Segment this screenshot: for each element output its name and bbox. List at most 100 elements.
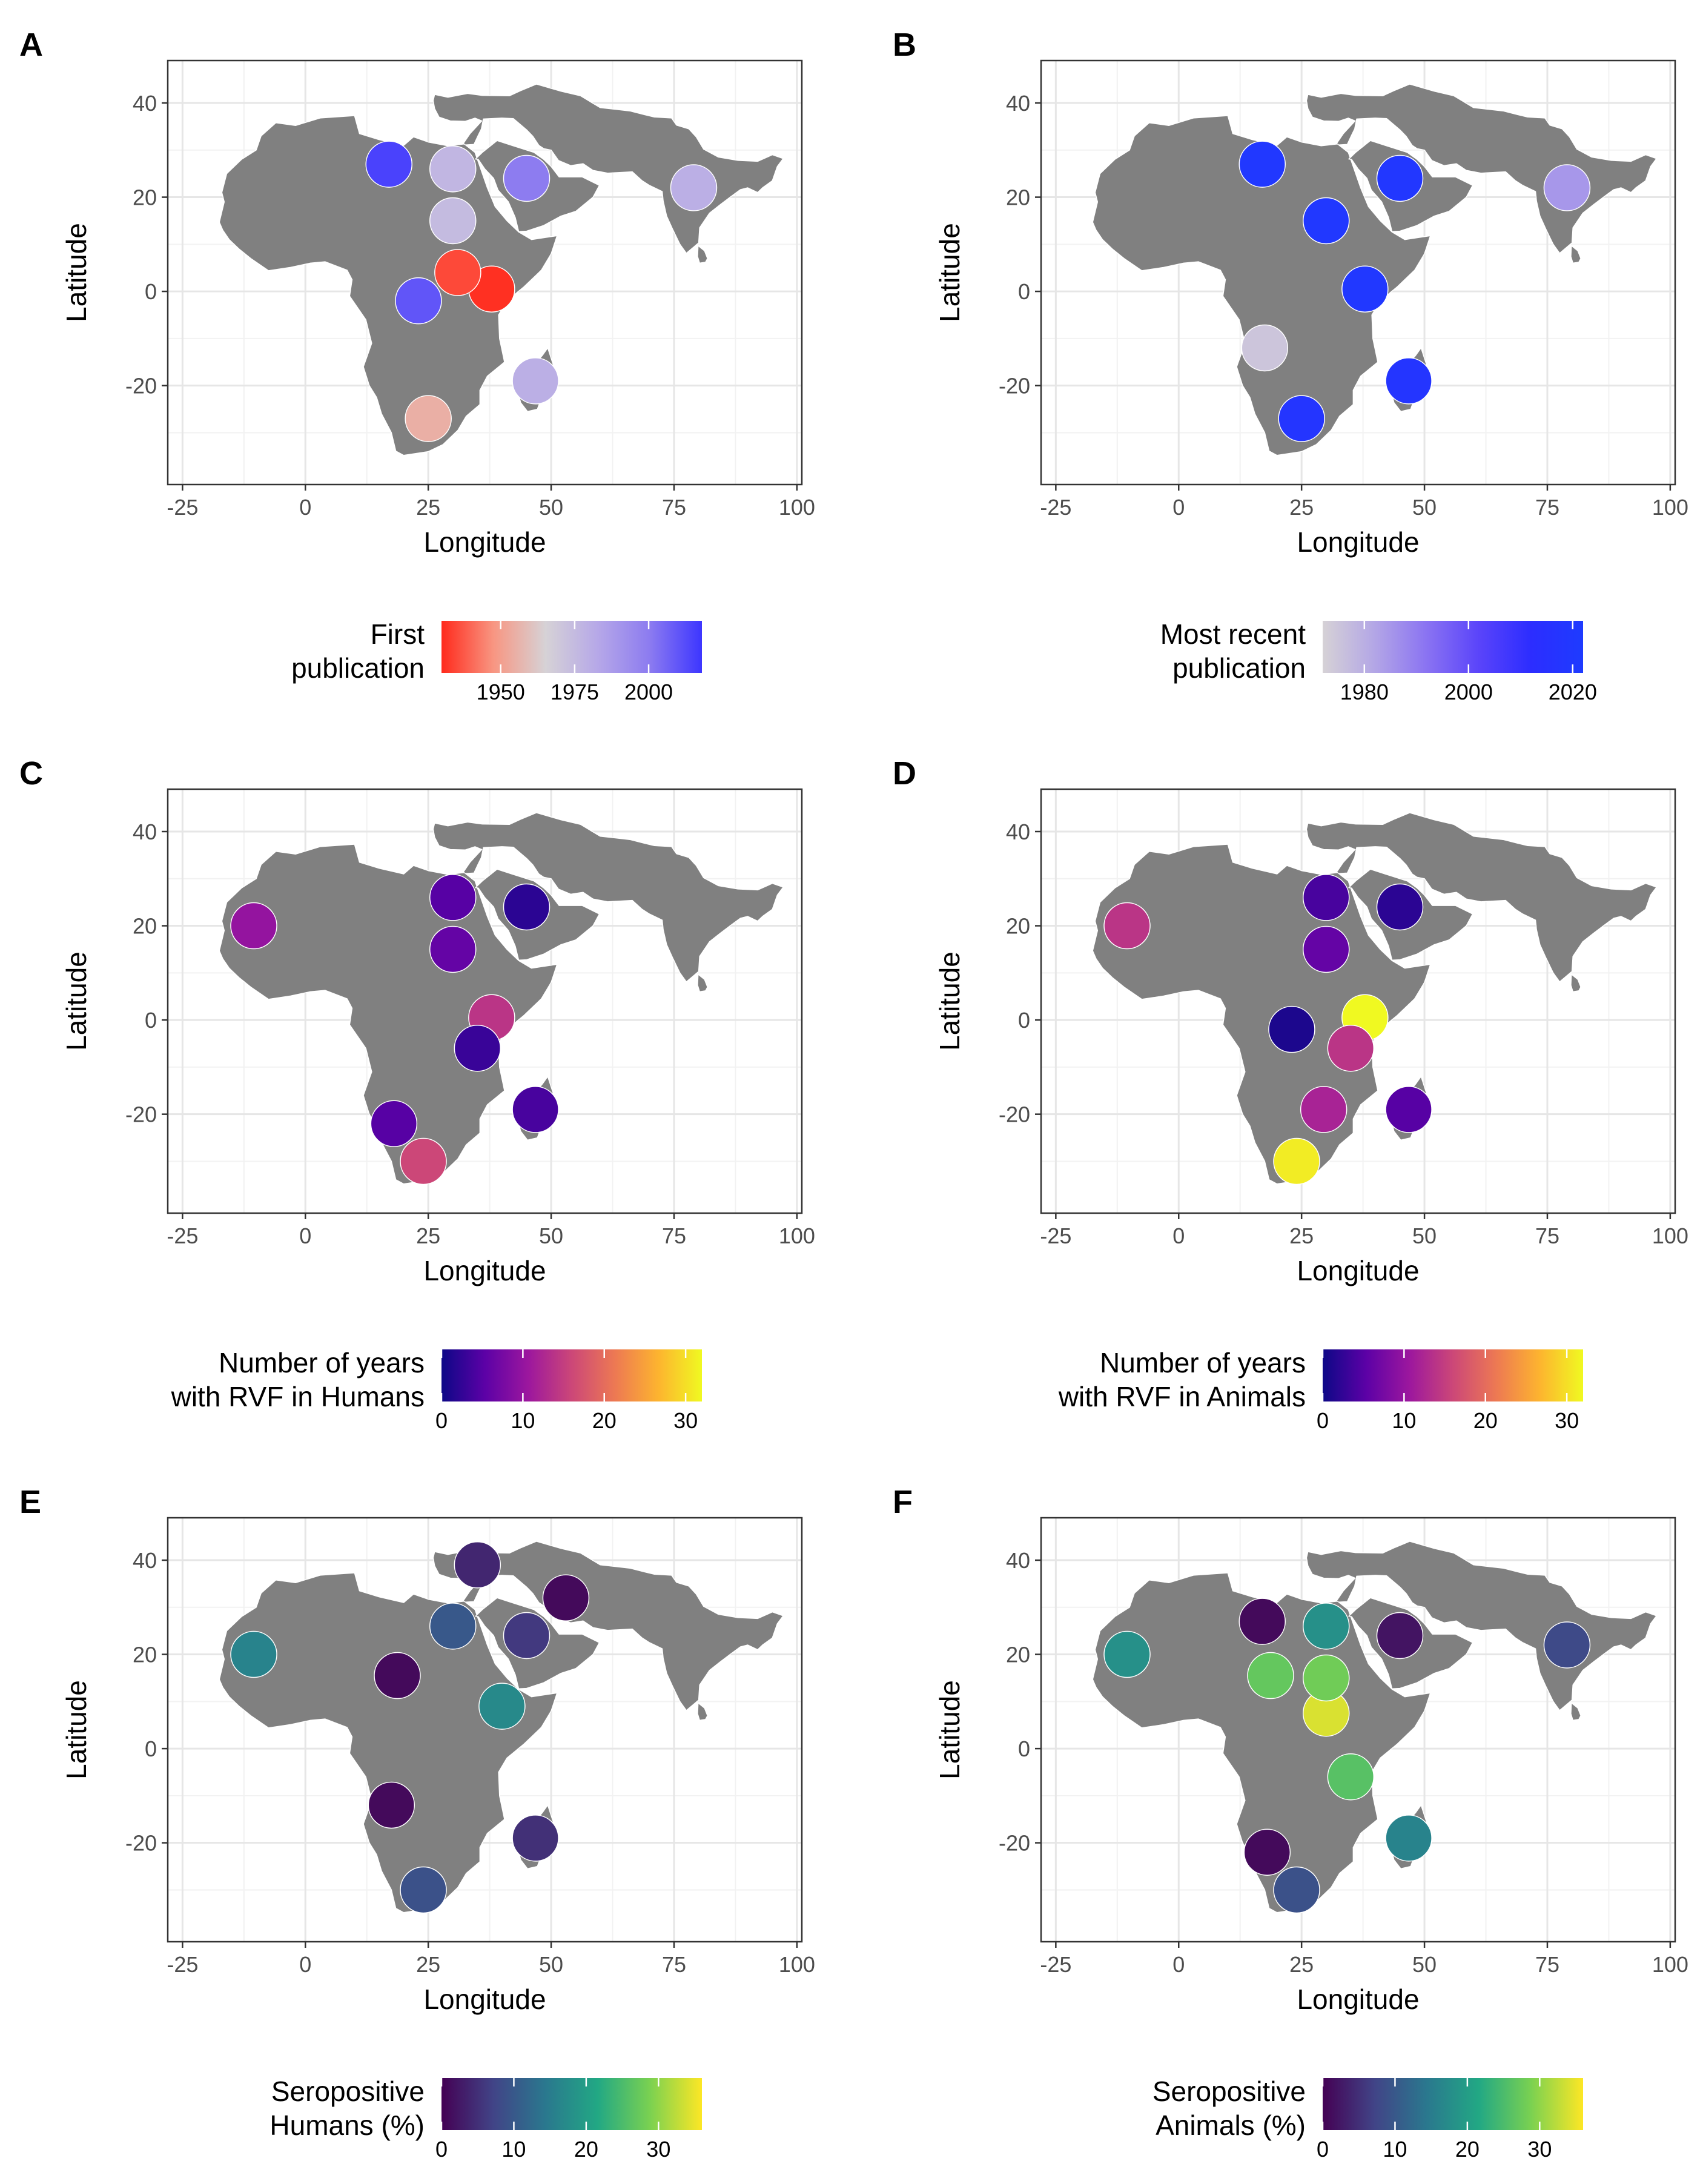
- y-tick-label: 40: [1006, 1548, 1030, 1573]
- y-tick-label: 0: [1018, 1736, 1030, 1761]
- x-axis-title: Longitude: [1297, 1984, 1419, 2015]
- region-turkey: [454, 1541, 501, 1589]
- region-egypt: [1302, 874, 1350, 921]
- region-saudi-arabia: [503, 883, 551, 931]
- legend-tick-label: 30: [673, 1408, 698, 1433]
- legend-title: Humans (%): [270, 2110, 425, 2141]
- region-mauritania: [230, 902, 277, 950]
- legend-tick-label: 0: [435, 1408, 448, 1433]
- y-tick-label: 40: [1006, 819, 1030, 844]
- legend-tick-label: 10: [1383, 2137, 1407, 2162]
- region-namibia: [370, 1100, 418, 1147]
- x-tick-label: 50: [1412, 1952, 1437, 1977]
- x-tick-label: 25: [416, 1223, 440, 1248]
- legend-colorbar: [441, 2078, 702, 2130]
- y-axis-title: Latitude: [934, 951, 965, 1051]
- map-layer: [219, 812, 784, 1185]
- x-tick-label: 0: [1172, 495, 1185, 520]
- x-axis-title: Longitude: [1297, 526, 1419, 558]
- region-southern-africa: [1278, 395, 1325, 442]
- region-south-sudan-uganda: [434, 249, 481, 296]
- y-tick-label: 20: [133, 185, 157, 210]
- region-south-africa: [1273, 1137, 1320, 1185]
- landmass-africa: [1092, 1572, 1431, 1913]
- region-mauritania: [1103, 902, 1151, 950]
- region-madagascar: [1385, 1086, 1432, 1133]
- region-tanzania: [1327, 1753, 1375, 1801]
- region-saudi-arabia: [1376, 1612, 1424, 1660]
- x-tick-label: 0: [299, 1223, 311, 1248]
- legend-title: First: [371, 618, 425, 650]
- y-tick-label: 0: [145, 279, 157, 304]
- panel-d: D-25 0 25 50 75 100-2002040LongitudeLatitude0…: [893, 755, 1688, 1433]
- y-axis: -20 0 20 40: [125, 819, 168, 1127]
- x-tick-label: -25: [167, 1223, 198, 1248]
- region-saudi-arabia: [1376, 883, 1424, 931]
- x-tick-label: 50: [539, 1952, 563, 1977]
- legend-colorbar: [1323, 621, 1583, 673]
- region-southern-africa: [405, 395, 452, 442]
- region-south-africa: [400, 1137, 447, 1185]
- x-tick-label: 100: [779, 1952, 815, 1977]
- panel-border: [1040, 788, 1676, 1214]
- x-tick-label: 50: [1412, 1223, 1437, 1248]
- y-axis-title: Latitude: [61, 223, 92, 322]
- legend-tick-label: 1950: [477, 680, 525, 704]
- panel-border: [167, 788, 803, 1214]
- y-tick-label: 0: [1018, 279, 1030, 304]
- region-angola: [1241, 324, 1289, 372]
- y-tick-label: -20: [999, 1831, 1030, 1856]
- x-tick-label: -25: [167, 495, 198, 520]
- legend-tick-label: 0: [435, 2137, 448, 2162]
- y-tick-label: 40: [133, 91, 157, 116]
- legend-tick-label: 20: [1455, 2137, 1480, 2162]
- landmass-africa: [1092, 115, 1431, 456]
- region-egypt: [429, 1603, 477, 1650]
- legend-colorbar: [441, 1349, 702, 1401]
- panel-border: [1040, 1517, 1676, 1943]
- legend-tick-label: 0: [1317, 2137, 1329, 2162]
- legend-tick-label: 30: [646, 2137, 670, 2162]
- region-tanzania: [454, 1025, 501, 1072]
- y-tick-label: 20: [1006, 185, 1030, 210]
- x-axis: -25 0 25 50 75 100: [1040, 485, 1688, 520]
- x-tick-label: 25: [416, 495, 440, 520]
- region-ethiopia: [478, 1683, 526, 1730]
- region-saudi-arabia: [503, 154, 551, 202]
- panel-label: F: [893, 1484, 913, 1520]
- region-saudi-arabia: [1376, 154, 1424, 202]
- legend-tick-label: 0: [1317, 1408, 1329, 1433]
- landmass-asia: [432, 812, 784, 982]
- landmass-africa: [1092, 844, 1431, 1185]
- y-tick-label: 20: [1006, 914, 1030, 939]
- region-egypt: [1302, 1603, 1350, 1650]
- panel-label: D: [893, 755, 916, 792]
- y-axis-title: Latitude: [61, 1680, 92, 1779]
- x-axis-title: Longitude: [1297, 1255, 1419, 1286]
- region-dr-congo: [1268, 1005, 1315, 1053]
- region-libya: [365, 141, 412, 188]
- landmass-asia: [432, 1541, 784, 1711]
- legend-tick-label: 10: [511, 1408, 535, 1433]
- y-tick-label: -20: [999, 374, 1030, 399]
- y-axis: -20 0 20 40: [125, 1548, 168, 1856]
- panel-f: F-25 0 25 50 75 100-2002040LongitudeLatitude0…: [893, 1484, 1688, 2162]
- region-madagascar: [1385, 357, 1432, 405]
- x-tick-label: 75: [662, 1223, 686, 1248]
- x-tick-label: 75: [1535, 1952, 1559, 1977]
- legend-tick-label: 10: [501, 2137, 526, 2162]
- x-tick-label: 100: [1652, 1223, 1688, 1248]
- region-sudan: [429, 925, 477, 973]
- legend-tick-label: 2000: [1444, 680, 1493, 704]
- y-tick-label: 40: [133, 1548, 157, 1573]
- region-angola: [368, 1781, 415, 1829]
- y-tick-label: 40: [1006, 91, 1030, 116]
- x-tick-label: 0: [299, 495, 311, 520]
- landmass-sri-lanka: [1570, 245, 1581, 264]
- region-sudan: [429, 197, 477, 245]
- legend-tick-label: 20: [574, 2137, 598, 2162]
